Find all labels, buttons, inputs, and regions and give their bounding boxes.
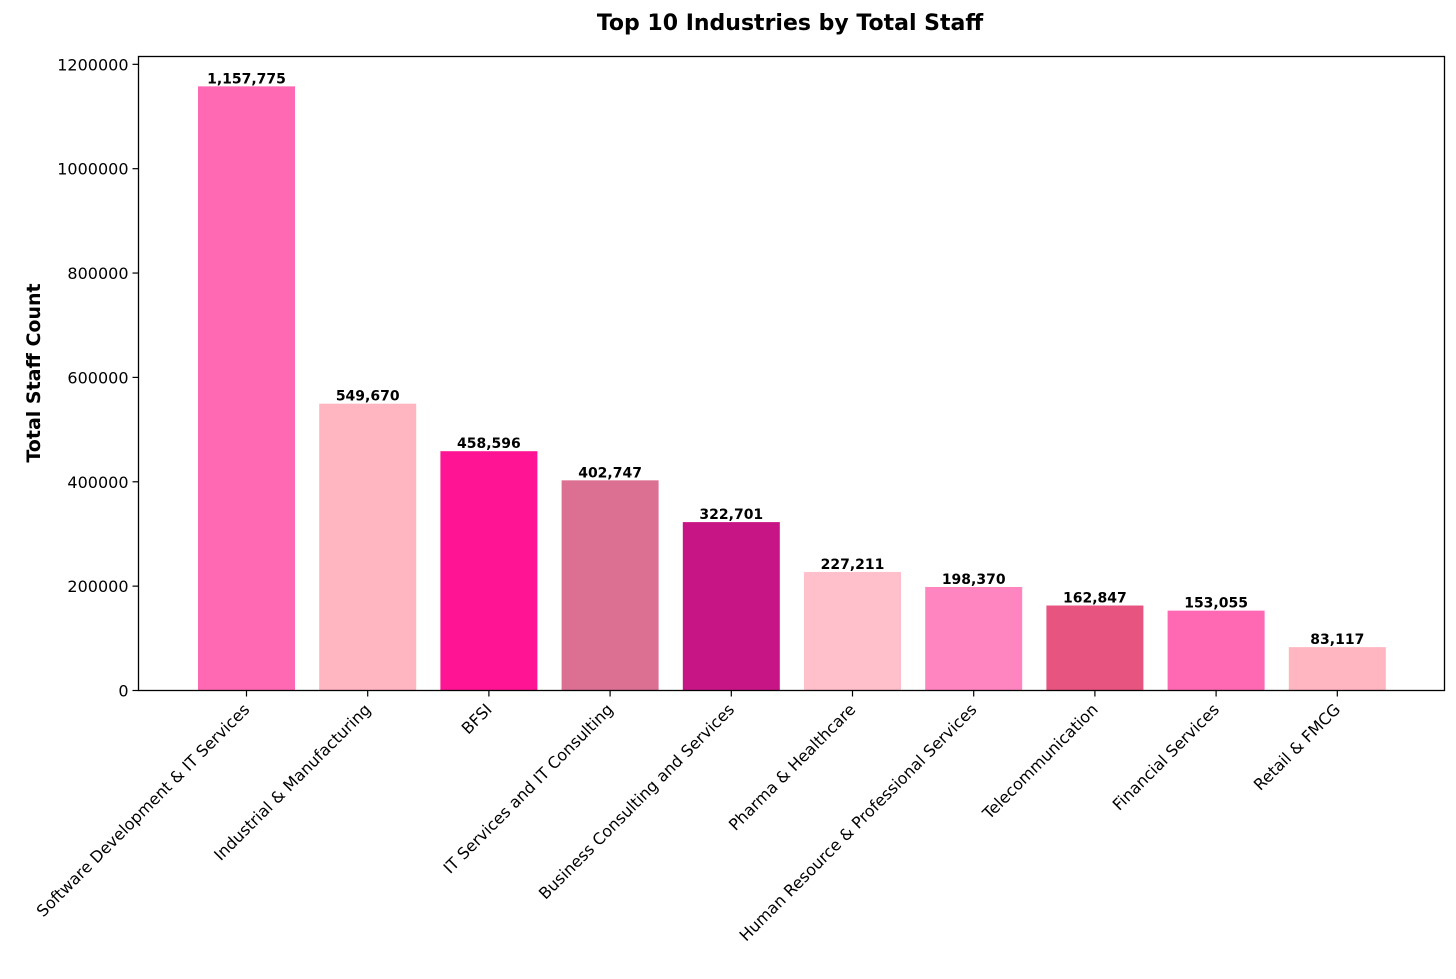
bar [440,451,538,691]
y-tick-label: 1000000 [57,160,128,179]
bar [1046,605,1144,691]
bar-value-label: 227,211 [821,557,885,573]
bar-value-label: 322,701 [699,507,763,523]
bars-layer [198,86,1386,691]
bar-value-label: 1,157,775 [207,71,286,87]
y-tick-label: 0 [118,682,128,701]
y-tick-label: 600000 [67,368,128,387]
bar-value-label: 402,747 [578,465,642,481]
bar [319,403,417,691]
y-tick-label: 400000 [67,473,128,492]
value-labels-layer: 1,157,775 549,670 458,596 402,747 322,701 227… [207,71,1364,648]
plot-frame [137,55,1446,692]
y-axis-label: Total Staff Count [23,283,45,462]
y-tick-label: 800000 [67,264,128,283]
chart-title: Top 10 Industries by Total Staff [597,11,985,36]
y-tick-label: 200000 [67,577,128,596]
y-tick-label: 1200000 [57,55,128,74]
bar-value-label: 458,596 [457,436,521,452]
y-axis-ticks: 0 200000 400000 600000 800000 1000000 1200000 [57,55,139,701]
bar [682,522,780,691]
bar-value-label: 162,847 [1063,591,1127,607]
bar-value-label: 549,670 [336,389,400,405]
bar [198,86,295,691]
bar-value-label: 153,055 [1184,596,1248,612]
bar [1288,647,1386,691]
bar [804,571,901,691]
bar [1167,610,1265,691]
bar [925,586,1023,691]
bar [561,480,659,691]
bar-value-label: 83,117 [1310,632,1364,648]
bar-value-label: 198,370 [942,572,1006,588]
